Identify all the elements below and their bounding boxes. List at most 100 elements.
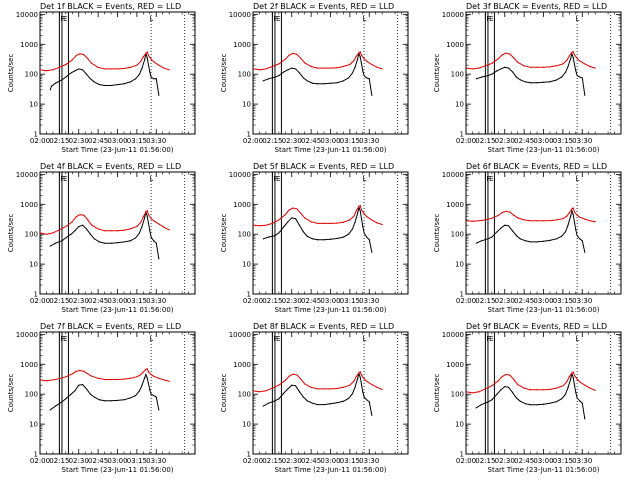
lld-point — [349, 384, 351, 386]
events-series — [475, 372, 586, 420]
events-point — [357, 212, 359, 214]
lld-point — [145, 52, 147, 54]
x-tick-label: 03:15 — [127, 137, 147, 145]
detector-panel: Det 5f BLACK = Events, RED = LLD 1 10 100 10… — [220, 162, 409, 314]
x-tick-label: 03:15 — [553, 137, 573, 145]
events-line — [476, 209, 586, 253]
detector-panel: Det 3f BLACK = Events, RED = LLD 1 10 100 10… — [433, 2, 622, 154]
x-tick-label: 02:00 — [30, 457, 50, 465]
events-point — [564, 393, 567, 395]
events-point — [584, 251, 586, 253]
marker-label: L — [150, 15, 154, 23]
lld-point — [158, 64, 160, 66]
events-point — [347, 397, 350, 400]
detector-panel: Det 1f BLACK = Events, RED = LLD 1 10 100 10… — [7, 2, 196, 154]
detector-panel: Det 9f BLACK = Events, RED = LLD 1 10 100 10… — [433, 322, 622, 474]
events-point — [306, 400, 308, 402]
events-point — [70, 393, 72, 395]
lld-point — [579, 381, 581, 383]
lld-point — [83, 214, 85, 216]
events-point — [262, 405, 264, 407]
lld-point — [265, 390, 267, 392]
events-point — [564, 231, 567, 233]
detector-panel: Det 6f BLACK = Events, RED = LLD 1 10 100 10… — [433, 162, 622, 314]
lld-point — [265, 68, 267, 70]
lld-point — [342, 65, 345, 68]
y-tick-label: 100 — [25, 391, 38, 399]
lld-point — [353, 215, 355, 217]
events-point — [491, 236, 493, 238]
events-point — [542, 403, 545, 405]
x-tick-label: 03:15 — [340, 297, 360, 305]
events-point — [515, 76, 517, 78]
x-axis-label: Start Time (23-Jun-11 01:56:00) — [62, 146, 174, 154]
events-point — [487, 401, 489, 403]
lld-point — [97, 66, 99, 68]
events-point — [74, 70, 76, 72]
lld-point — [568, 376, 570, 378]
events-point — [500, 68, 502, 70]
events-point — [573, 221, 576, 223]
events-series — [262, 371, 373, 416]
events-point — [70, 72, 72, 74]
lld-point — [153, 61, 155, 63]
lld-point — [258, 391, 261, 393]
lld-point — [579, 60, 581, 62]
lld-point — [158, 223, 160, 225]
events-point — [549, 81, 551, 83]
events-point — [291, 217, 293, 219]
events-point — [371, 251, 373, 253]
events-point — [98, 83, 101, 86]
lld-point — [147, 54, 150, 57]
events-point — [575, 391, 577, 393]
lld-point — [342, 386, 345, 388]
lld-point — [150, 58, 152, 60]
events-point — [316, 403, 319, 406]
events-point — [524, 403, 527, 405]
plot-frame — [39, 331, 196, 455]
events-point — [368, 401, 370, 403]
y-tick-label: 1000 — [446, 201, 464, 209]
events-point — [49, 245, 51, 247]
lld-point — [168, 380, 170, 382]
events-point — [78, 384, 80, 386]
lld-point — [358, 205, 360, 207]
events-point — [267, 236, 270, 238]
events-point — [147, 222, 150, 224]
events-point — [85, 388, 88, 390]
events-point — [144, 59, 146, 61]
lld-point — [360, 54, 363, 56]
lld-point — [52, 379, 54, 381]
lld-point — [536, 220, 538, 222]
events-point — [496, 393, 498, 395]
events-point — [129, 81, 132, 83]
lld-point — [594, 221, 596, 223]
x-tick-label: 03:30 — [146, 457, 166, 465]
lld-point — [71, 373, 73, 375]
lld-point — [576, 378, 578, 380]
events-point — [85, 73, 88, 75]
marker-label: F — [60, 15, 64, 23]
y-axis-label: Counts/sec — [433, 54, 441, 93]
panel-title: Det 5f BLACK = Events, RED = LLD — [253, 162, 394, 171]
lld-point — [278, 219, 280, 221]
lld-point — [363, 58, 365, 60]
lld-line — [40, 368, 170, 382]
x-tick-label: 02:00 — [30, 297, 50, 305]
y-tick-label: 100 — [25, 71, 38, 79]
events-point — [141, 67, 143, 69]
x-tick-label: 03:30 — [359, 137, 379, 145]
events-point — [573, 384, 576, 386]
events-point — [363, 232, 365, 234]
lld-point — [300, 57, 302, 59]
events-point — [323, 403, 325, 406]
x-tick-label: 03:30 — [359, 457, 379, 465]
events-point — [480, 403, 483, 406]
y-tick-label: 1000 — [20, 361, 38, 369]
lld-point — [358, 372, 360, 374]
events-point — [575, 70, 577, 72]
events-point — [287, 221, 289, 223]
lld-point — [505, 210, 507, 212]
lld-point — [355, 55, 357, 57]
events-point — [579, 400, 581, 402]
